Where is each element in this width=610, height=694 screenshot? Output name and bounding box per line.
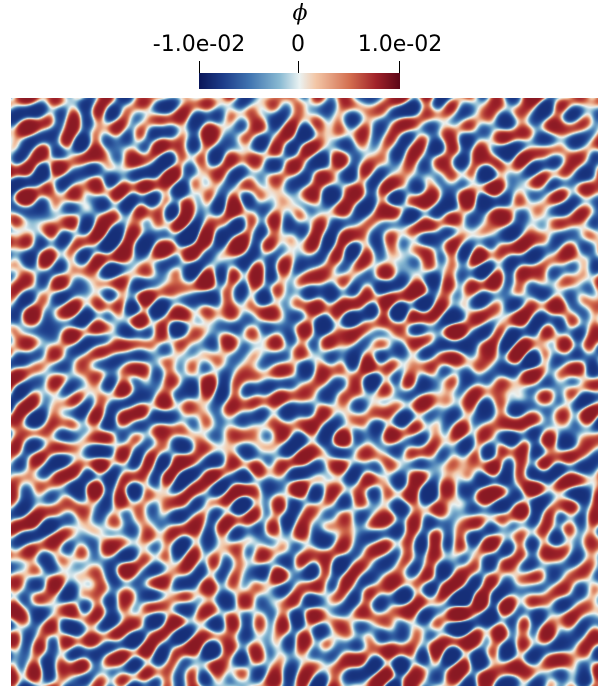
colorbar-tick-label-min: -1.0e-02 <box>152 32 246 57</box>
colorbar-tick-mark-mid <box>298 61 299 75</box>
colorbar-tick-label-max: 1.0e-02 <box>357 32 443 57</box>
colorbar-tick-mark-max <box>399 61 400 75</box>
colorbar-title: ϕ <box>292 1 308 26</box>
scalar-field-plot <box>11 98 598 686</box>
colorbar-tick-label-mid: 0 <box>291 32 305 57</box>
colorbar-gradient <box>199 73 400 89</box>
colorbar-tick-mark-min <box>199 61 200 75</box>
